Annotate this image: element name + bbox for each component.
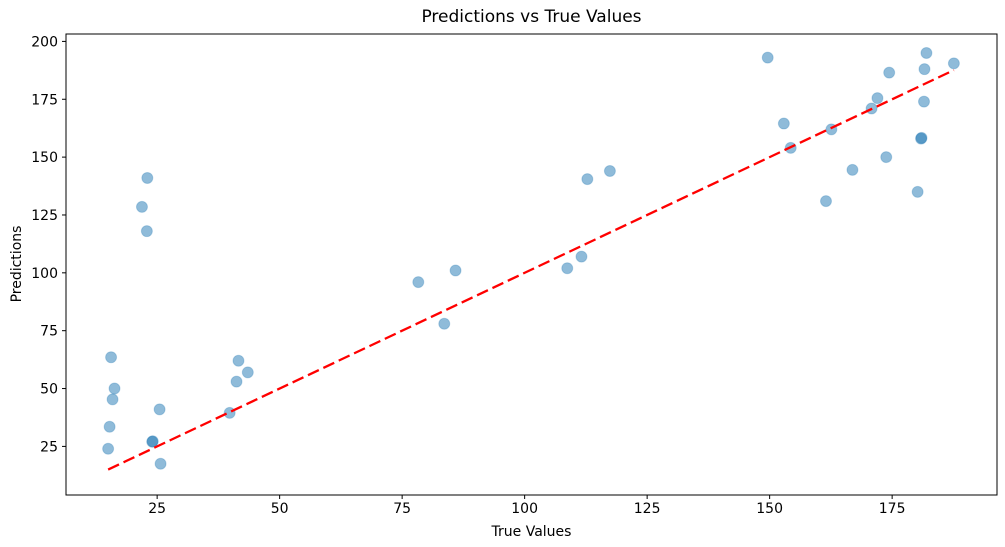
x-axis-label: True Values — [491, 524, 572, 540]
scatter-point — [412, 276, 425, 289]
scatter-point — [603, 165, 616, 178]
scatter-point — [918, 63, 931, 76]
chart-title: Predictions vs True Values — [421, 7, 642, 27]
x-tick-label: 150 — [756, 501, 783, 517]
scatter-point — [561, 262, 574, 275]
scatter-point — [140, 225, 153, 238]
scatter-point — [915, 131, 928, 144]
scatter-point — [438, 317, 451, 330]
scatter-point — [103, 420, 116, 433]
y-tick-label: 175 — [31, 92, 58, 108]
scatter-point — [880, 151, 893, 164]
scatter-point — [819, 195, 832, 208]
y-tick-label: 75 — [40, 324, 58, 340]
y-tick-label: 100 — [31, 266, 58, 282]
scatter-point — [846, 163, 859, 176]
x-tick-label: 75 — [393, 501, 411, 517]
scatter-point — [777, 117, 790, 130]
y-tick-label: 25 — [40, 439, 58, 455]
y-tick-label: 150 — [31, 150, 58, 166]
scatter-point — [102, 442, 115, 455]
scatter-point — [449, 264, 462, 277]
x-tick-label: 100 — [511, 501, 538, 517]
scatter-point — [581, 173, 594, 186]
scatter-point — [911, 185, 924, 198]
scatter-point — [230, 375, 243, 388]
scatter-point — [232, 354, 245, 367]
plot-frame — [65, 33, 998, 496]
y-tick-label: 50 — [40, 382, 58, 398]
x-tick-label: 25 — [148, 501, 166, 517]
scatter-point — [135, 200, 148, 213]
scatter-point — [947, 57, 960, 70]
scatter-point — [883, 66, 896, 79]
scatter-point — [917, 95, 930, 108]
scatter-point — [871, 92, 884, 105]
scatter-point — [761, 51, 774, 64]
scatter-point — [106, 393, 119, 406]
scatter-point — [575, 250, 588, 263]
scatter-point — [920, 46, 933, 59]
identity-line — [107, 69, 955, 471]
scatter-point — [241, 366, 254, 379]
scatter-point — [154, 457, 167, 470]
y-tick-label: 125 — [31, 208, 58, 224]
scatter-point — [108, 382, 121, 395]
scatter-point — [146, 435, 159, 448]
y-tick-label: 200 — [31, 34, 58, 50]
scatter-point — [153, 403, 166, 416]
x-tick-label: 175 — [879, 501, 906, 517]
x-tick-label: 50 — [271, 501, 289, 517]
scatter-point — [105, 351, 118, 364]
x-tick-label: 125 — [634, 501, 661, 517]
scatter-point — [141, 171, 154, 184]
y-axis-label: Predictions — [9, 225, 25, 303]
